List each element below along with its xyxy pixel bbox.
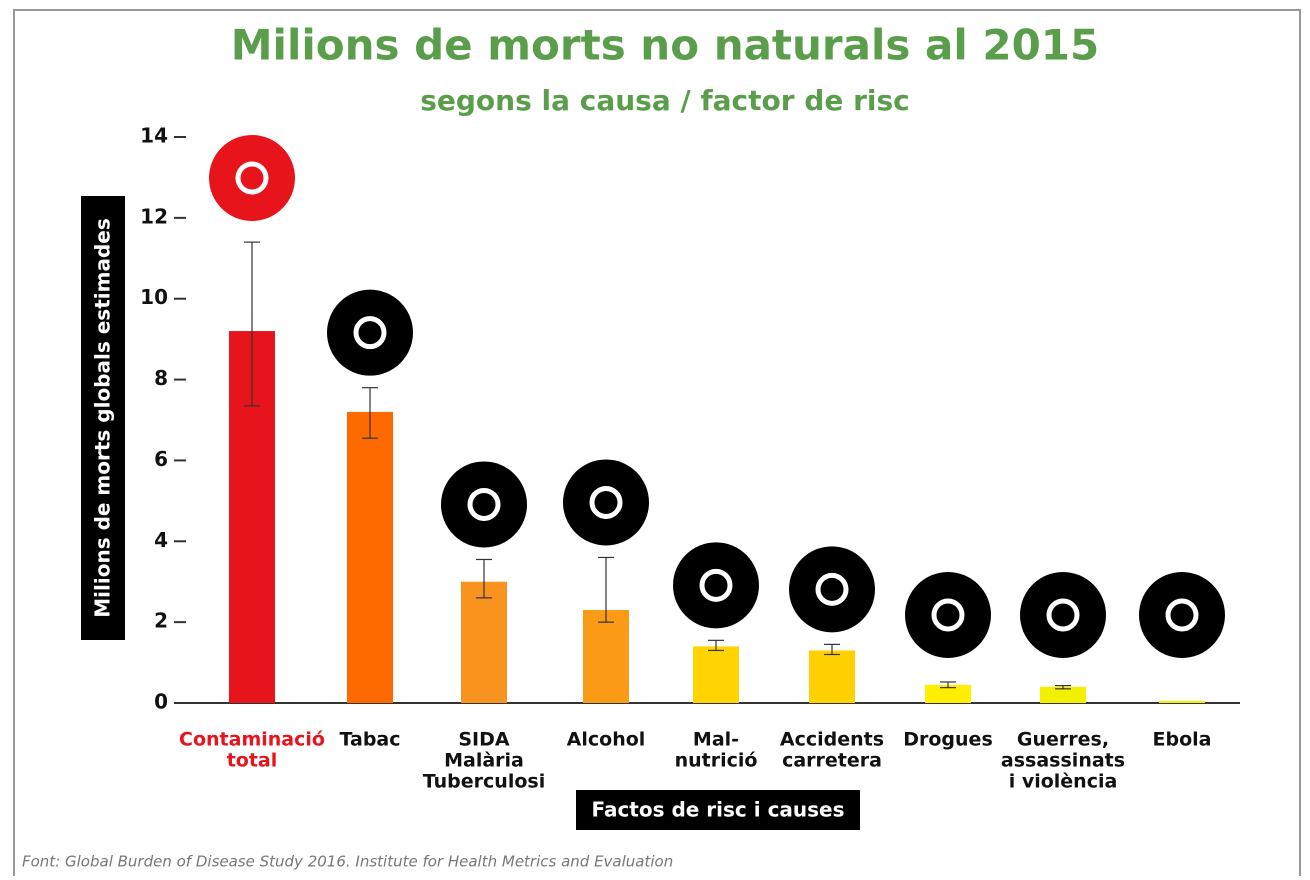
icon-glyph (815, 572, 849, 606)
error-bar (362, 387, 378, 439)
x-tick-label: nutrició (675, 750, 758, 772)
icon (1020, 572, 1106, 658)
y-tick-label: 0 (154, 690, 168, 714)
icon-glyph (1046, 598, 1080, 632)
y-axis-title-box (81, 196, 125, 640)
icon (327, 289, 413, 376)
chart-title: Milions de morts no naturals al 2015 (231, 21, 1100, 70)
x-tick-label: i violència (1009, 771, 1118, 793)
x-tick-label: Tabac (339, 729, 400, 751)
y-tick-label: 10 (140, 285, 168, 309)
y-tick-label: 2 (154, 609, 168, 633)
error-bar (1055, 685, 1071, 690)
bar (1040, 686, 1086, 703)
y-tick-label: 4 (154, 528, 168, 552)
x-tick-label: Tuberculosi (423, 771, 545, 793)
bar (461, 581, 507, 703)
x-tick-label: Malària (444, 750, 524, 772)
x-tick-label: Accidents (780, 729, 884, 751)
source-note: Font: Global Burden of Disease Study 201… (22, 853, 673, 871)
x-axis-title-box (576, 790, 860, 830)
bar (583, 610, 629, 703)
x-tick-label: SIDA (458, 729, 510, 751)
error-bar (476, 558, 492, 599)
icon (209, 135, 295, 221)
error-bar (244, 241, 260, 407)
y-axis-title: Milions de morts globals estimades (91, 218, 115, 617)
bar (1159, 700, 1205, 703)
error-bar (824, 643, 840, 656)
icon (563, 459, 649, 546)
icon-glyph (589, 485, 623, 519)
x-tick-label: Drogues (903, 729, 993, 751)
error-bar (708, 639, 724, 652)
x-axis-title: Factos de risc i causes (591, 798, 844, 822)
icon (905, 572, 991, 658)
icon-glyph (1165, 598, 1199, 632)
y-tick-label: 6 (154, 447, 168, 471)
chart-subtitle: segons la causa / factor de risc (420, 84, 910, 117)
icon-glyph (467, 487, 501, 521)
icon (441, 461, 527, 548)
error-bar (598, 556, 614, 623)
y-tick-label: 8 (154, 366, 168, 390)
x-tick-label: Mal- (693, 729, 739, 751)
icon (1139, 572, 1225, 658)
x-tick-label: total (227, 750, 278, 772)
icon (673, 542, 759, 629)
x-tick-label: assassinats (1001, 750, 1125, 772)
x-tick-label: Alcohol (567, 729, 646, 751)
icon-glyph (353, 316, 387, 350)
icon-glyph (235, 161, 269, 195)
icon-glyph (931, 598, 965, 632)
y-tick-label: 14 (140, 124, 168, 148)
icon (789, 546, 875, 633)
icon-glyph (699, 568, 733, 602)
bar (925, 684, 971, 703)
x-tick-label: Ebola (1153, 729, 1212, 751)
x-tick-label: Guerres, (1017, 729, 1109, 751)
bar (347, 411, 393, 703)
x-tick-label: carretera (782, 750, 882, 772)
error-bar (940, 681, 956, 689)
x-tick-label: Contaminació (179, 729, 325, 751)
bar (693, 646, 739, 703)
y-axis-title-group: Milions de morts globals estimades (81, 196, 125, 640)
bar (809, 650, 855, 703)
y-tick-label: 12 (140, 204, 168, 228)
